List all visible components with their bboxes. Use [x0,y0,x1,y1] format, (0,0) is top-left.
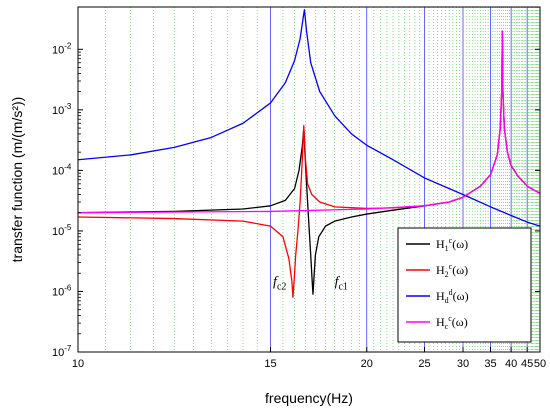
annotation-fc2: fc2 [273,275,286,293]
annotation-layer: fc2 fc1 [273,275,348,293]
x-tick-label: 25 [418,358,430,370]
y-tick-label: 10-3 [52,102,72,117]
x-tick-label: 50 [534,358,546,370]
y-tick-label: 10-4 [52,162,72,177]
x-tick-label: 30 [457,358,469,370]
x-tick-label: 45 [521,358,533,370]
y-tick-label: 10-5 [52,223,72,238]
y-tick-label: 10-2 [52,41,72,56]
y-tick-label: 10-6 [52,283,72,298]
legend-label-Hcc: Hcc(ω) [436,314,468,331]
series-line-Hcc [77,30,541,214]
x-tick-label: 40 [505,358,517,370]
legend-label-H2c: H2c(ω) [436,262,468,279]
grid-layer [105,7,540,352]
legend: H1c(ω) H2c(ω) Hdd(ω) Hcc(ω) [397,227,532,343]
series-line-Hdd [77,9,541,227]
legend-box [397,227,532,343]
legend-label-H1c: H1c(ω) [436,236,468,253]
x-tick-label: 10 [72,358,84,370]
x-tick-label: 15 [264,358,276,370]
y-axis-title: transfer function (m/(m/s²)) [9,97,25,263]
series-layer [77,9,541,298]
legend-label-Hdd: Hdd(ω) [436,288,469,305]
annotation-fc1: fc1 [335,275,348,293]
tick-layer: 10 15 20 25 30 35 40 45 50 10-7 10-6 10-5 10-4 10-3 10… [52,41,546,370]
x-axis-title: frequency(Hz) [265,390,353,406]
x-tick-label: 35 [484,358,496,370]
x-tick-label: 20 [361,358,373,370]
y-tick-label: 10-7 [52,344,72,359]
